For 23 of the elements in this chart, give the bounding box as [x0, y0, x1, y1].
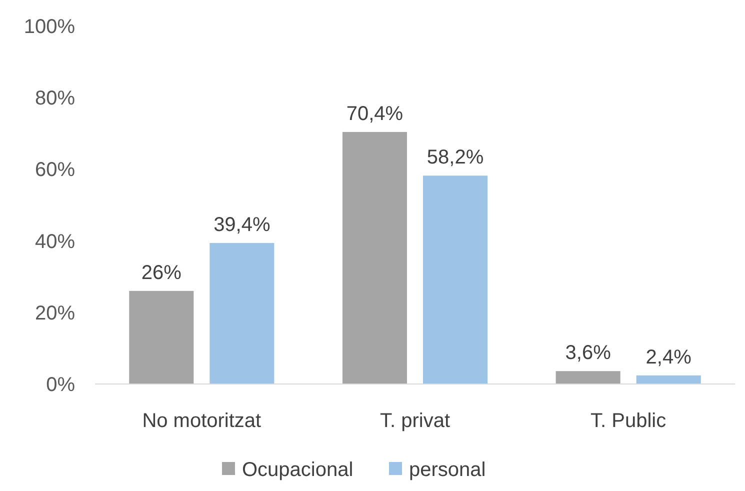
y-tick-label: 40%	[34, 230, 76, 253]
bar	[556, 371, 620, 384]
bar	[636, 375, 701, 384]
bar	[129, 290, 194, 384]
legend-label: Ocupacional	[242, 459, 354, 481]
y-tick-label: 20%	[34, 302, 76, 324]
y-tick-label: 80%	[34, 88, 76, 110]
y-tick-label: 0%	[46, 374, 76, 396]
x-tick-label: T. privat	[380, 410, 450, 432]
y-tick-label: 100%	[24, 16, 76, 38]
x-tick-label: T. Public	[590, 410, 666, 432]
legend-label: personal	[409, 459, 486, 481]
data-label: 26%	[141, 262, 182, 284]
data-label: 39,4%	[214, 214, 270, 236]
bar	[210, 242, 274, 384]
data-label: 2,4%	[646, 346, 692, 368]
data-label: 3,6%	[565, 342, 612, 364]
data-label: 70,4%	[346, 102, 404, 125]
x-tick-label: No motoritzat	[142, 410, 262, 432]
bar	[342, 132, 407, 384]
data-label: 58,2%	[426, 146, 484, 169]
y-tick-label: 60%	[34, 159, 76, 182]
bar	[423, 176, 488, 384]
